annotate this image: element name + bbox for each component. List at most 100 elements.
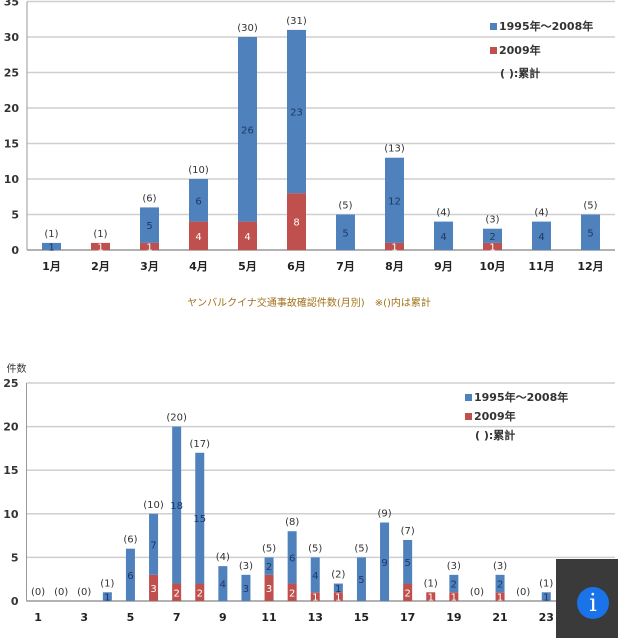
x-tick-label: 13	[308, 611, 323, 624]
bar-2009	[140, 242, 159, 250]
bar-1995-2008	[581, 214, 600, 250]
info-icon[interactable]: i	[577, 587, 609, 619]
bar-1995-2008	[172, 426, 182, 584]
x-tick-label: 5	[127, 611, 135, 624]
total-label: (8)	[285, 517, 299, 528]
bar-label-1995-2008: 4	[538, 232, 544, 243]
bar-2009	[483, 242, 502, 250]
x-tick-label: 23	[539, 611, 554, 624]
total-label: (7)	[401, 526, 415, 537]
bar-1995-2008	[287, 29, 306, 194]
legend-label: 1995年～2008年	[499, 19, 593, 33]
bar-1995-2008	[541, 592, 551, 601]
bar-label-1995-2008: 2	[489, 232, 495, 243]
total-label: (0)	[54, 587, 68, 598]
total-label: (5)	[338, 201, 352, 212]
total-label: (0)	[470, 587, 484, 598]
bar-2009	[287, 583, 297, 601]
bar-label-2009: 2	[404, 588, 410, 599]
total-label: (1)	[100, 578, 114, 589]
bar-label-2009: 4	[195, 232, 201, 243]
x-tick-label: 4月	[189, 260, 208, 273]
legend-swatch	[465, 413, 472, 420]
y-tick-label: 5	[11, 551, 19, 564]
total-label: (10)	[143, 500, 164, 511]
legend-swatch	[490, 47, 497, 54]
y-tick-label: 20	[3, 421, 19, 434]
bar-1995-2008	[434, 221, 453, 250]
bar-label-1995-2008: 6	[195, 196, 201, 207]
bar-2009	[287, 193, 306, 250]
bar-label-1995-2008: 15	[193, 514, 206, 525]
bar-2009	[333, 592, 343, 601]
bar-label-1995-2008: 2	[497, 580, 503, 591]
total-label: (31)	[286, 16, 307, 27]
bar-label-2009: 1	[97, 242, 103, 253]
bar-label-2009: 1	[312, 593, 318, 604]
bar-1995-2008	[310, 557, 320, 593]
y-tick-label: 0	[11, 595, 19, 608]
bar-2009	[149, 574, 159, 601]
bar-1995-2008	[385, 157, 404, 243]
total-label: (9)	[377, 509, 391, 520]
x-tick-label: 2月	[91, 260, 110, 273]
bar-label-1995-2008: 1	[104, 593, 110, 604]
y-tick-label: 10	[3, 508, 19, 521]
bar-label-2009: 1	[497, 593, 503, 604]
bar-label-2009: 8	[293, 218, 299, 229]
bar-1995-2008	[42, 242, 61, 250]
bar-1995-2008	[125, 548, 135, 601]
total-label: (2)	[331, 570, 345, 581]
bar-2009	[238, 221, 257, 250]
bar-2009	[426, 592, 436, 601]
x-tick-label: 7月	[336, 260, 355, 273]
bar-label-1995-2008: 2	[451, 580, 457, 591]
bar-label-2009: 1	[391, 242, 397, 253]
bar-label-1995-2008: 1	[543, 593, 549, 604]
bar-1995-2008	[238, 37, 257, 222]
bar-label-1995-2008: 7	[150, 540, 156, 551]
x-tick-label: 21	[492, 611, 507, 624]
bar-1995-2008	[102, 592, 112, 601]
legend-swatch	[465, 394, 472, 401]
bar-2009	[385, 242, 404, 250]
total-label: (6)	[142, 193, 156, 204]
bar-2009	[403, 583, 413, 601]
bar-label-1995-2008: 1	[48, 242, 54, 253]
y-tick-label: 30	[4, 31, 20, 44]
x-tick-label: 5月	[238, 260, 257, 273]
chart-caption: ヤンバルクイナ交通事故確認件数(月別) ※()内は累計	[187, 296, 431, 309]
bar-label-1995-2008: 9	[381, 558, 387, 569]
bar-label-1995-2008: 1	[335, 584, 341, 595]
total-label: (3)	[493, 561, 507, 572]
x-tick-label: 1	[34, 611, 42, 624]
bar-1995-2008	[218, 566, 228, 601]
bar-label-1995-2008: 12	[388, 196, 401, 207]
x-tick-label: 6月	[287, 260, 306, 273]
x-tick-label: 11月	[528, 260, 554, 273]
bar-label-1995-2008: 5	[342, 228, 348, 239]
bar-label-2009: 2	[173, 588, 179, 599]
bar-1995-2008	[336, 214, 355, 250]
bar-1995-2008	[403, 539, 413, 584]
total-label: (5)	[262, 543, 276, 554]
total-label: (3)	[485, 215, 499, 226]
x-tick-label: 7	[173, 611, 181, 624]
x-tick-label: 3	[80, 611, 88, 624]
x-tick-label: 17	[400, 611, 415, 624]
y-tick-label: 25	[4, 67, 19, 80]
bar-1995-2008	[333, 583, 343, 593]
bar-label-1995-2008: 23	[290, 108, 303, 119]
total-label: (5)	[354, 543, 368, 554]
y-tick-label: 20	[4, 102, 20, 115]
y-tick-label: 15	[3, 464, 18, 477]
total-label: (20)	[166, 413, 187, 424]
bar-label-2009: 2	[289, 588, 295, 599]
x-tick-label: 12月	[577, 260, 603, 273]
x-tick-label: 9月	[434, 260, 453, 273]
total-label: (30)	[237, 23, 258, 34]
total-label: (0)	[31, 587, 45, 598]
total-label: (4)	[216, 552, 230, 563]
bar-label-1995-2008: 6	[289, 553, 295, 564]
bar-1995-2008	[140, 207, 159, 243]
